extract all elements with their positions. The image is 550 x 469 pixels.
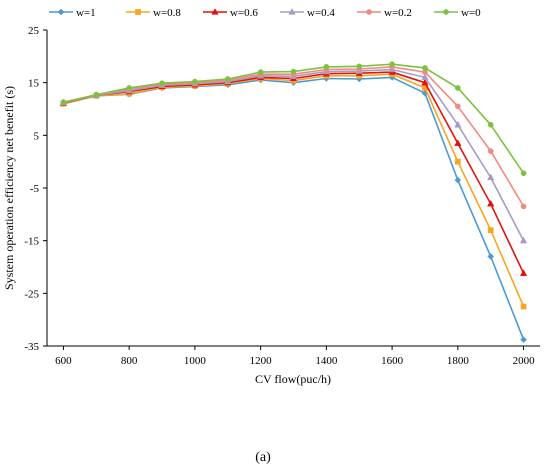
- data-point: [520, 336, 527, 344]
- legend-marker: [211, 8, 219, 15]
- data-point: [454, 139, 462, 146]
- data-point: [454, 176, 462, 184]
- series-line: [63, 73, 525, 307]
- x-axis-title: CV flow(puc/h): [255, 372, 331, 386]
- x-tick-label: 1800: [447, 355, 470, 367]
- y-axis-title: System operation efficiency net benefit …: [2, 86, 16, 290]
- legend-marker: [366, 9, 372, 15]
- x-tick-label: 1600: [381, 355, 404, 367]
- y-tick-label: 25: [28, 25, 40, 37]
- data-point: [454, 103, 461, 110]
- legend-label: w=0.2: [384, 7, 412, 19]
- data-point: [487, 199, 495, 207]
- data-point: [389, 61, 395, 68]
- data-point: [519, 269, 528, 276]
- legend-item: w=0.2: [357, 7, 412, 19]
- data-point: [159, 80, 165, 87]
- x-tick-label: 2000: [513, 355, 536, 367]
- y-tick-label: -15: [24, 236, 39, 248]
- legend-marker: [57, 8, 65, 16]
- data-point: [323, 64, 330, 70]
- data-point: [93, 91, 100, 98]
- data-point: [487, 253, 495, 260]
- legend: w=1 w=0.8 w=0.6 w=0.4 w=0.2 w=0: [49, 7, 481, 19]
- data-point: [356, 63, 363, 70]
- legend-marker: [135, 9, 141, 15]
- legend-label: w=0: [461, 7, 481, 19]
- series-2: [59, 68, 528, 276]
- y-tick-labels: 25 15 5 -5 -15 -25 -35: [24, 25, 47, 353]
- x-tick-labels: 600 800 1000 1200 1400 1600 1800 2000: [55, 346, 535, 367]
- legend-item: w=0.6: [203, 7, 258, 19]
- data-point: [192, 78, 198, 85]
- series-group: [59, 61, 528, 344]
- y-tick-label: 5: [34, 130, 40, 142]
- data-point: [257, 69, 264, 75]
- series-0: [60, 74, 527, 344]
- data-point: [520, 170, 527, 177]
- y-tick-label: -25: [24, 288, 39, 300]
- data-point: [520, 303, 527, 310]
- x-tick-label: 1400: [315, 355, 338, 367]
- data-point: [454, 120, 462, 128]
- series-3: [59, 65, 528, 244]
- data-point: [519, 236, 528, 244]
- legend-label: w=0.6: [230, 7, 258, 19]
- legend-label: w=1: [76, 7, 96, 19]
- data-point: [487, 227, 494, 233]
- x-tick-label: 1000: [184, 355, 207, 367]
- y-tick-label: -5: [30, 183, 40, 195]
- y-tick-label: -35: [24, 341, 39, 353]
- data-point: [126, 85, 133, 91]
- series-line: [63, 76, 525, 340]
- legend-item: w=0.4: [280, 7, 335, 19]
- legend-marker: [443, 9, 449, 15]
- legend-item: w=0: [434, 7, 481, 19]
- y-tick-label: 15: [28, 78, 40, 90]
- series-5: [60, 61, 527, 177]
- data-point: [487, 121, 494, 128]
- data-point: [224, 76, 231, 82]
- data-point: [520, 203, 527, 210]
- legend-item: w=0.8: [126, 7, 181, 19]
- data-point: [487, 148, 494, 154]
- x-tick-label: 600: [55, 355, 72, 367]
- data-point: [421, 73, 429, 81]
- data-point: [421, 78, 429, 86]
- legend-marker: [288, 8, 296, 15]
- legend-label: w=0.8: [153, 7, 181, 19]
- data-point: [422, 65, 428, 71]
- x-tick-label: 800: [121, 355, 138, 367]
- legend-label: w=0.4: [307, 7, 335, 19]
- legend-item: w=1: [49, 7, 96, 19]
- x-tick-label: 1200: [250, 355, 273, 367]
- data-point: [454, 85, 461, 91]
- figure-caption: (a): [255, 450, 271, 465]
- data-point: [290, 68, 297, 75]
- data-point: [487, 173, 495, 181]
- data-point: [454, 158, 461, 165]
- data-point: [60, 99, 67, 106]
